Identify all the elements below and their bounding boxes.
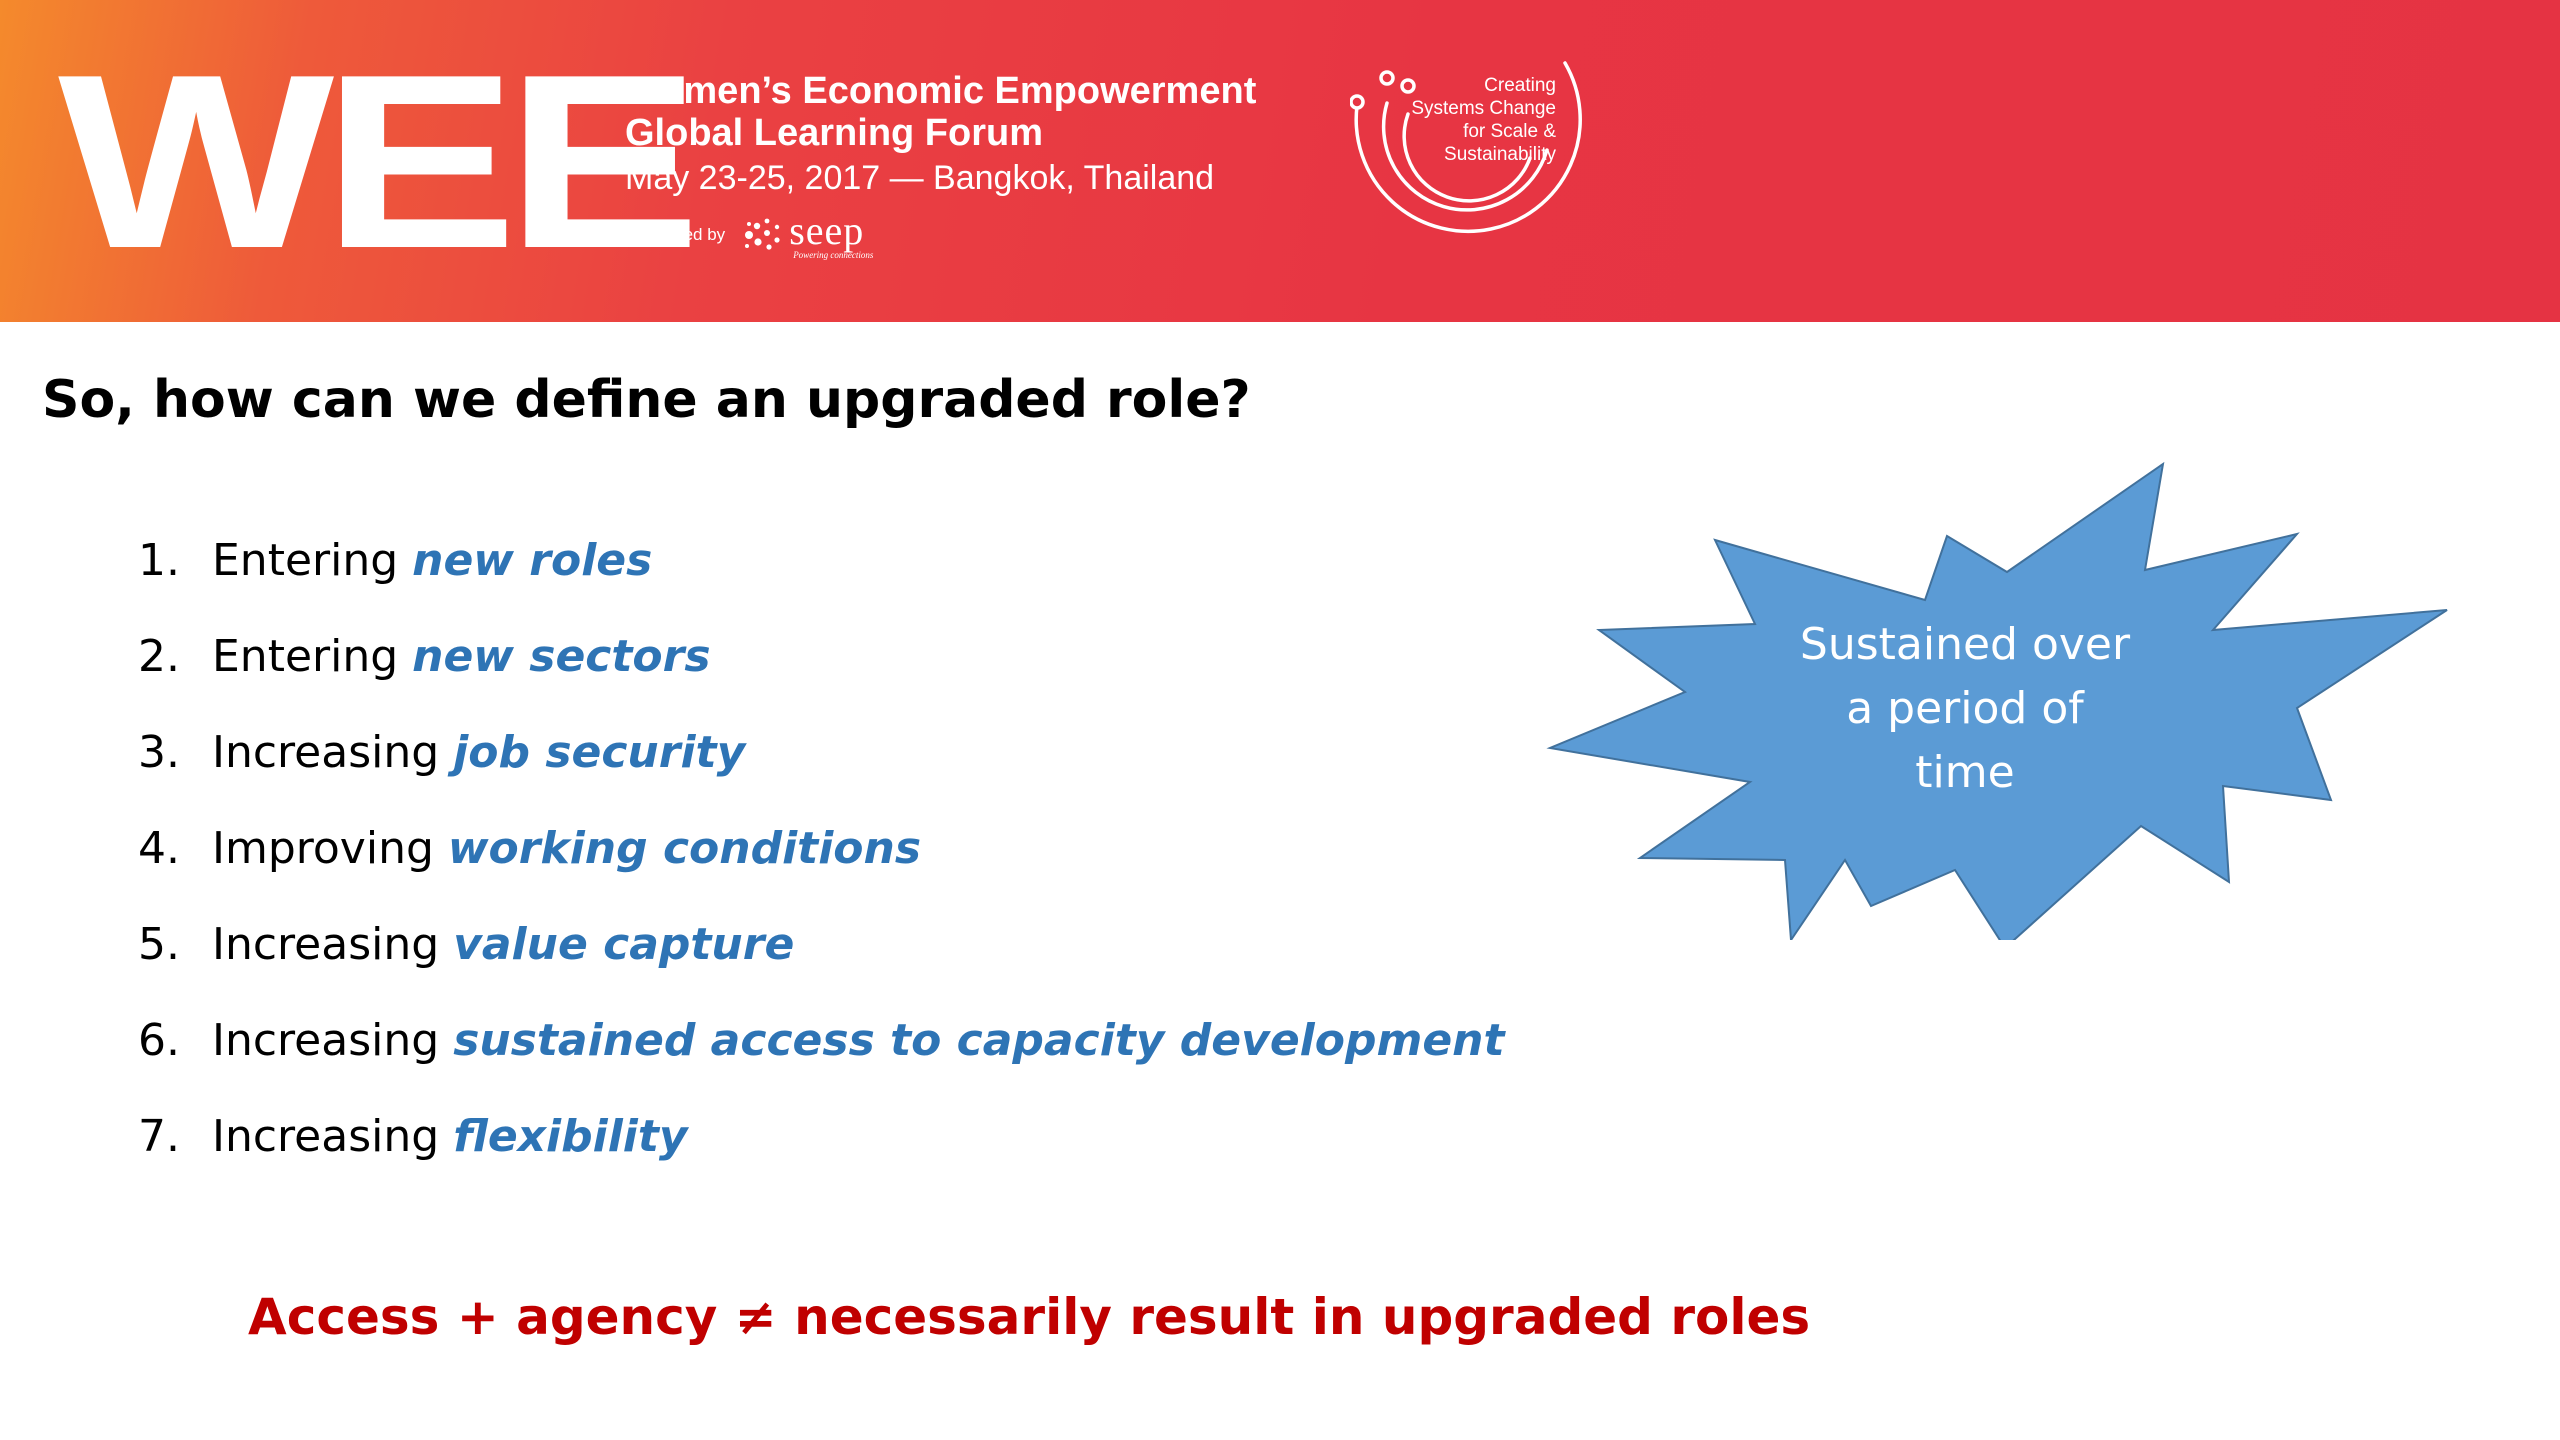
list-item: 7. Increasing flexibility <box>138 1088 1505 1184</box>
list-emphasis: flexibility <box>453 1110 688 1162</box>
list-item: 6. Increasing sustained access to capaci… <box>138 992 1505 1088</box>
starburst-line: time <box>1915 747 2015 798</box>
list-item: 2. Entering new sectors <box>138 608 1505 704</box>
list-item: 3. Increasing job security <box>138 704 1505 800</box>
seep-dots-icon <box>745 218 780 250</box>
wee-logo: WEE <box>58 22 701 300</box>
convened-by: Convened by <box>625 210 873 260</box>
circle-text-line: for Scale & <box>1463 121 1556 142</box>
conference-banner: WEE Women’s Economic Empowerment Global … <box>0 0 2560 322</box>
list-emphasis: value capture <box>453 918 795 970</box>
list-number: 7. <box>138 1110 180 1162</box>
starburst-line: Sustained over <box>1799 619 2131 670</box>
forum-title: Women’s Economic Empowerment Global Lear… <box>625 70 1256 154</box>
list-lead: Increasing <box>212 1014 440 1066</box>
circle-text-line: Creating <box>1484 75 1556 96</box>
footer-note: Access + agency ≠ necessarily result in … <box>248 1288 1811 1346</box>
list-number: 5. <box>138 918 180 970</box>
forum-title-line-2: Global Learning Forum <box>625 112 1044 154</box>
circle-text-line: Sustainability <box>1444 144 1556 165</box>
list-number: 6. <box>138 1014 180 1066</box>
starburst-line: a period of <box>1846 683 2084 734</box>
list-item: 5. Increasing value capture <box>138 896 1505 992</box>
list-number: 3. <box>138 726 180 778</box>
starburst-shape <box>1546 461 2448 940</box>
list-number: 2. <box>138 630 180 682</box>
list-emphasis: new sectors <box>412 630 711 682</box>
list-lead: Increasing <box>212 918 440 970</box>
convened-label: Convened by <box>625 225 726 244</box>
list-emphasis: new roles <box>412 534 653 586</box>
list-emphasis: working conditions <box>447 822 922 874</box>
list-item: 4. Improving working conditions <box>138 800 1505 896</box>
list-lead: Entering <box>212 534 399 586</box>
list-emphasis: job security <box>453 726 746 778</box>
systems-change-circle-icon <box>1350 61 1582 234</box>
starburst-text: Sustained over a period of time <box>1760 613 2170 805</box>
forum-title-line-1: Women’s Economic Empowerment <box>625 70 1257 112</box>
list-number: 4. <box>138 822 180 874</box>
seep-logo: seep Powering connections <box>741 207 874 260</box>
list-item: 1. Entering new roles <box>138 512 1505 608</box>
list-lead: Improving <box>212 822 434 874</box>
list-number: 1. <box>138 534 180 586</box>
upgraded-role-list: 1. Entering new roles 2. Entering new se… <box>138 512 1505 1184</box>
starburst-callout <box>1546 461 2448 940</box>
list-lead: Increasing <box>212 1110 440 1162</box>
slide-heading: So, how can we define an upgraded role? <box>42 370 1251 430</box>
list-lead: Entering <box>212 630 399 682</box>
list-emphasis: sustained access to capacity development <box>453 1014 1505 1066</box>
systems-change-text: Creating Systems Change for Scale & Sust… <box>1360 74 1556 166</box>
circle-text-line: Systems Change <box>1411 98 1556 119</box>
forum-date-location: May 23-25, 2017 — Bangkok, Thailand <box>625 159 1215 197</box>
seep-tagline: Powering connections <box>793 249 874 260</box>
seep-wordmark: seep <box>789 207 865 253</box>
list-lead: Increasing <box>212 726 440 778</box>
